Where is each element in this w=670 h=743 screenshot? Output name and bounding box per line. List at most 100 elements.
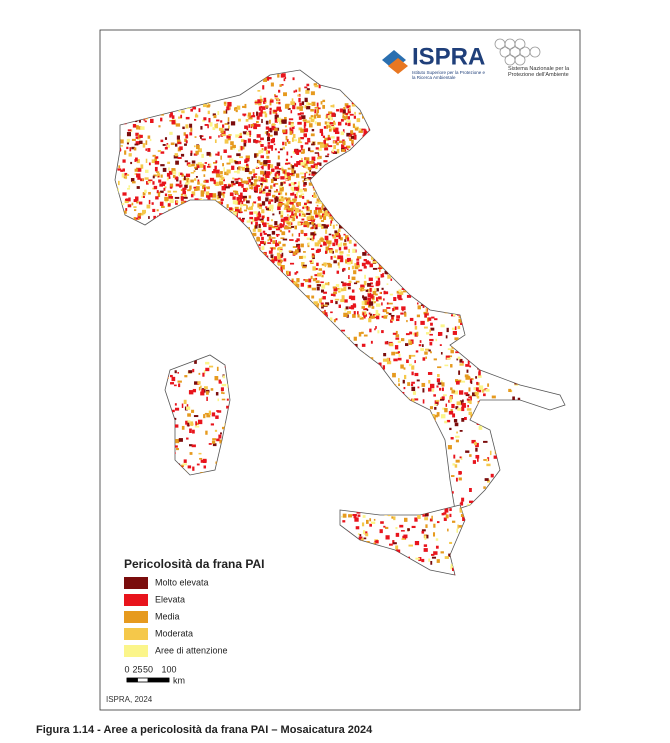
hazard-patch xyxy=(387,274,391,279)
hazard-patch xyxy=(226,398,229,401)
hazard-patch xyxy=(380,521,384,524)
hazard-patch xyxy=(208,117,211,123)
hazard-patch xyxy=(152,154,156,157)
hazard-patch xyxy=(425,332,430,335)
hazard-patch xyxy=(434,400,439,405)
hazard-patch xyxy=(441,396,445,400)
hazard-patch xyxy=(362,530,366,535)
hazard-patch xyxy=(277,203,282,208)
hazard-patch xyxy=(220,155,222,160)
hazard-patch xyxy=(384,291,389,295)
hazard-patch xyxy=(205,193,210,198)
hazard-patch xyxy=(392,332,397,335)
hazard-patch xyxy=(293,251,297,255)
hazard-patch xyxy=(160,174,163,178)
hazard-patch xyxy=(321,205,324,211)
hazard-patch xyxy=(458,471,462,475)
hazard-patch xyxy=(166,144,170,148)
hazard-patch xyxy=(450,437,454,440)
hazard-patch xyxy=(335,224,338,226)
hazard-patch xyxy=(169,186,173,189)
hazard-patch xyxy=(260,166,264,168)
hazard-patch xyxy=(241,200,244,205)
hazard-patch xyxy=(211,412,216,417)
hazard-patch xyxy=(209,163,212,168)
hazard-patch xyxy=(204,459,207,462)
hazard-patch xyxy=(209,136,212,139)
hazard-patch xyxy=(417,305,421,310)
hazard-patch xyxy=(131,202,134,206)
hazard-patch xyxy=(325,239,329,244)
hazard-patch xyxy=(411,525,416,529)
hazard-patch xyxy=(341,144,345,149)
hazard-patch xyxy=(233,171,238,173)
hazard-patch xyxy=(470,378,474,381)
hazard-patch xyxy=(378,313,381,316)
hazard-patch xyxy=(174,176,178,180)
hazard-patch xyxy=(218,135,220,138)
hazard-patch xyxy=(362,134,365,138)
hazard-patch xyxy=(156,190,159,193)
hazard-patch xyxy=(464,392,469,395)
hazard-patch xyxy=(430,327,435,331)
hazard-patch xyxy=(184,160,188,163)
hazard-patch xyxy=(435,399,440,402)
hazard-patch xyxy=(411,365,415,370)
hazard-patch xyxy=(136,125,139,130)
hazard-patch xyxy=(345,145,351,149)
hazard-patch xyxy=(322,240,326,243)
hazard-patch xyxy=(278,168,282,170)
hazard-patch xyxy=(336,148,340,154)
hazard-patch xyxy=(435,545,439,549)
hazard-patch xyxy=(446,357,451,360)
hazard-patch xyxy=(203,117,207,121)
hazard-patch xyxy=(383,525,386,528)
hazard-patch xyxy=(301,218,305,221)
hazard-patch xyxy=(317,199,322,204)
hazard-patch xyxy=(246,176,251,180)
hazard-patch xyxy=(137,217,140,220)
hazard-patch xyxy=(120,169,124,172)
hazard-patch xyxy=(443,512,447,515)
hazard-patch xyxy=(214,139,217,144)
hazard-patch xyxy=(126,174,130,176)
hazard-patch xyxy=(234,107,238,110)
hazard-patch xyxy=(288,183,292,187)
hazard-patch xyxy=(309,117,312,120)
hazard-patch xyxy=(303,121,307,127)
hazard-patch xyxy=(376,315,380,320)
hazard-patch xyxy=(286,138,289,143)
hazard-patch xyxy=(287,167,291,170)
hazard-patch xyxy=(276,162,281,167)
hazard-patch xyxy=(265,76,270,81)
hazard-patch xyxy=(204,162,207,164)
hazard-patch xyxy=(363,296,367,301)
hazard-patch xyxy=(424,535,427,540)
hazard-patch xyxy=(283,207,287,210)
hazard-patch xyxy=(468,387,471,392)
hazard-patch xyxy=(135,132,139,136)
hazard-patch xyxy=(266,150,270,154)
hazard-patch xyxy=(183,175,186,180)
hazard-patch xyxy=(286,200,289,205)
hazard-patch xyxy=(347,262,351,265)
hazard-patch xyxy=(437,373,440,378)
hazard-patch xyxy=(260,240,265,245)
hazard-patch xyxy=(235,134,240,138)
hazard-patch xyxy=(448,399,451,403)
ispra-subtitle-box: Istituto Superiore per la Protezione e l… xyxy=(412,70,485,80)
hazard-patch xyxy=(212,113,216,116)
hazard-patch xyxy=(363,131,368,136)
hazard-patch xyxy=(363,334,368,337)
hazard-patch xyxy=(449,427,452,431)
hazard-patch xyxy=(444,508,449,513)
hazard-patch xyxy=(196,422,199,426)
hazard-patch xyxy=(327,263,332,268)
hazard-patch xyxy=(451,390,455,394)
hazard-patch xyxy=(228,158,234,163)
hazard-patch xyxy=(266,234,271,237)
hazard-patch xyxy=(296,191,299,197)
hazard-patch xyxy=(326,314,328,317)
hazard-patch xyxy=(328,233,332,236)
hazard-patch xyxy=(378,296,382,300)
